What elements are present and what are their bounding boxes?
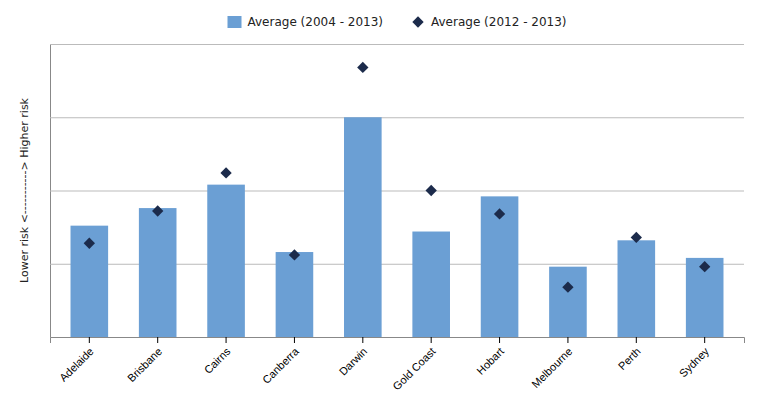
tick-mark bbox=[431, 337, 432, 343]
tick-label: Adelaide bbox=[57, 345, 96, 384]
tick-label: Gold Coast bbox=[390, 345, 437, 392]
diamond bbox=[152, 205, 163, 216]
y-tick bbox=[50, 44, 744, 45]
tick-label: Canberra bbox=[260, 344, 302, 386]
series-0 bbox=[71, 117, 724, 337]
y-axis-title: Lower risk <-----------> Higher risk bbox=[18, 97, 31, 283]
tick-mark bbox=[636, 337, 637, 343]
legend-swatch bbox=[412, 16, 423, 27]
diamond bbox=[220, 167, 231, 178]
x-tick: Gold Coast bbox=[390, 337, 437, 392]
diamond bbox=[494, 208, 505, 219]
bar bbox=[481, 196, 519, 337]
tick-label: Darwin bbox=[337, 345, 370, 378]
x-tick: Brisbane bbox=[125, 337, 164, 384]
diamond bbox=[84, 238, 95, 249]
tick-label: Brisbane bbox=[125, 345, 164, 384]
bar bbox=[549, 267, 587, 337]
grid-line bbox=[50, 191, 744, 192]
bar bbox=[276, 252, 314, 337]
x-tick: Hobart bbox=[474, 337, 506, 377]
x-tick: Cairns bbox=[202, 337, 233, 376]
bar bbox=[139, 208, 177, 337]
diamond bbox=[631, 232, 642, 243]
y-tick bbox=[50, 191, 744, 192]
bar bbox=[344, 117, 382, 337]
diamond bbox=[699, 261, 710, 272]
bar bbox=[412, 232, 450, 337]
tick-mark bbox=[499, 337, 500, 343]
legend-item: Average (2012 - 2013) bbox=[412, 15, 566, 29]
tick-mark bbox=[89, 337, 90, 343]
marks bbox=[71, 62, 724, 337]
tick-mark bbox=[567, 337, 568, 343]
tick-mark bbox=[294, 337, 295, 343]
bar bbox=[618, 240, 656, 337]
plot: Adelaide Brisbane Cairns Canberra Darwin Gold… bbox=[50, 45, 745, 393]
grid-line bbox=[50, 44, 744, 45]
y-axis bbox=[50, 45, 744, 338]
x-axis: Adelaide Brisbane Cairns Canberra Darwin Gold… bbox=[51, 337, 745, 392]
x-tick: Sydney bbox=[677, 337, 712, 379]
legend: Average (2004 - 2013) Average (2012 - 201… bbox=[228, 15, 567, 29]
tick-label: Melbourne bbox=[529, 345, 574, 390]
tick-label: Cairns bbox=[202, 345, 233, 376]
tick-mark bbox=[157, 337, 158, 343]
bar bbox=[207, 185, 245, 337]
diamond bbox=[289, 249, 300, 260]
diamond bbox=[562, 282, 573, 293]
bar bbox=[686, 258, 724, 337]
series-1 bbox=[84, 62, 711, 293]
chart: Adelaide Brisbane Cairns Canberra Darwin Gold… bbox=[0, 0, 764, 419]
legend-label: Average (2012 - 2013) bbox=[431, 15, 567, 29]
tick-label: Hobart bbox=[474, 345, 506, 377]
x-tick: Perth bbox=[616, 337, 643, 372]
bar bbox=[71, 226, 109, 337]
x-tick: Darwin bbox=[337, 337, 370, 378]
x-tick: Melbourne bbox=[529, 337, 574, 390]
tick-label: Sydney bbox=[677, 345, 712, 380]
diamond bbox=[426, 185, 437, 196]
tick-mark bbox=[362, 337, 363, 343]
legend-item: Average (2004 - 2013) bbox=[228, 15, 384, 29]
legend-label: Average (2004 - 2013) bbox=[248, 15, 384, 29]
x-tick: Canberra bbox=[260, 337, 302, 386]
tick-mark bbox=[226, 337, 227, 343]
tick-mark bbox=[704, 337, 705, 343]
y-axis-line bbox=[51, 45, 745, 338]
x-axis-line bbox=[51, 338, 745, 344]
legend-swatch bbox=[228, 16, 242, 28]
tick-label: Perth bbox=[616, 345, 643, 372]
diamond bbox=[357, 62, 368, 73]
y-tick bbox=[50, 117, 744, 118]
x-tick: Adelaide bbox=[57, 337, 96, 384]
grid-line bbox=[50, 117, 744, 118]
